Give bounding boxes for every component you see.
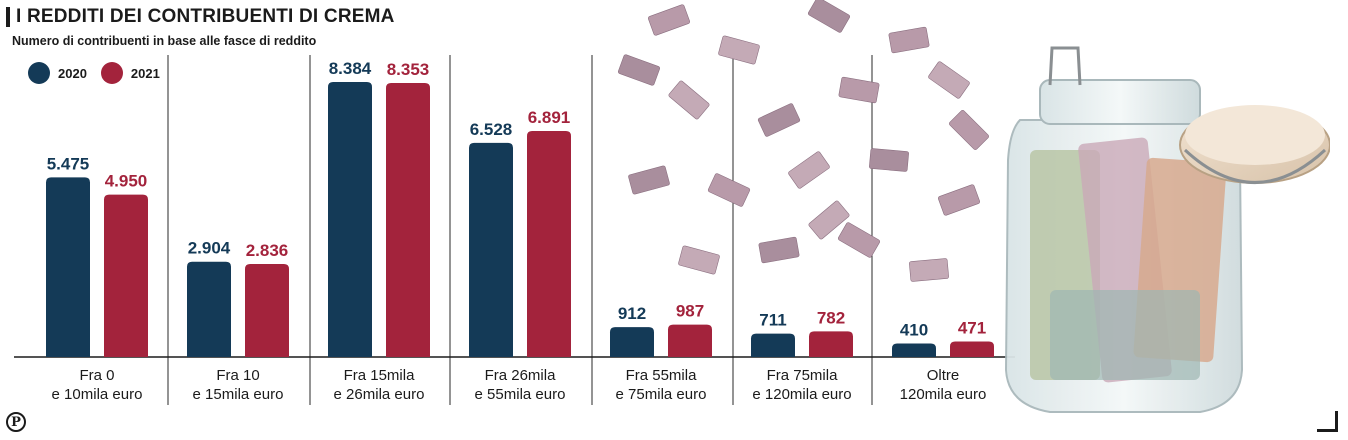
banknote-icon xyxy=(678,245,720,275)
banknote-icon xyxy=(807,0,851,33)
publisher-logo: P xyxy=(6,412,26,432)
chart-subtitle: Numero di contribuenti in base alle fasc… xyxy=(12,34,317,48)
legend-swatch-2020 xyxy=(28,62,50,84)
category-label-0-0: Fra 0 xyxy=(79,367,114,384)
category-label-3-1: e 55mila euro xyxy=(475,386,566,403)
money-jar-icon xyxy=(1004,46,1330,413)
bar-2021-1 xyxy=(245,263,289,357)
banknote-icon xyxy=(758,236,800,264)
banknote-icon xyxy=(718,35,760,65)
legend: 2020 2021 xyxy=(28,62,160,84)
category-label-4-0: Fra 55mila xyxy=(626,367,698,384)
bar-2021-5 xyxy=(809,331,853,357)
category-label-4-1: e 75mila euro xyxy=(616,386,707,403)
data-label-2021-1: 2.836 xyxy=(246,241,289,260)
data-label-2021-6: 471 xyxy=(958,319,986,338)
category-label-1-0: Fra 10 xyxy=(216,367,259,384)
data-label-2020-5: 711 xyxy=(759,311,786,330)
legend-label-2020: 2020 xyxy=(58,65,87,81)
banknote-icon xyxy=(928,61,970,99)
category-label-5-1: e 120mila euro xyxy=(752,386,851,403)
chart-title: I REDDITI DEI CONTRIBUENTI DI CREMA xyxy=(16,6,395,27)
bar-2021-6 xyxy=(950,341,994,357)
category-label-5-0: Fra 75mila xyxy=(767,367,839,384)
data-label-2020-2: 8.384 xyxy=(329,59,372,78)
data-label-2021-4: 987 xyxy=(676,302,704,321)
category-label-3-0: Fra 26mila xyxy=(485,367,557,384)
legend-item-2020: 2020 xyxy=(28,62,87,84)
bar-2021-2 xyxy=(386,83,430,357)
bar-2021-4 xyxy=(668,324,712,357)
category-label-2-1: e 26mila euro xyxy=(334,386,425,403)
banknote-icon xyxy=(647,4,691,36)
banknote-icon xyxy=(788,151,830,189)
bar-2020-6 xyxy=(892,343,936,357)
banknote-icon xyxy=(937,184,981,216)
banknote-icon xyxy=(757,103,801,137)
chart-title-block: I REDDITI DEI CONTRIBUENTI DI CREMA xyxy=(6,6,395,28)
category-label-6-0: Oltre xyxy=(927,367,960,384)
data-label-2021-0: 4.950 xyxy=(105,172,148,191)
data-label-2020-3: 6.528 xyxy=(470,120,513,139)
title-accent-bar xyxy=(6,7,10,27)
category-label-2-0: Fra 15mila xyxy=(344,367,416,384)
data-label-2020-4: 912 xyxy=(618,304,646,323)
category-label-0-1: e 10mila euro xyxy=(52,386,143,403)
legend-label-2021: 2021 xyxy=(130,65,160,81)
bar-2020-5 xyxy=(751,333,795,357)
data-label-2021-5: 782 xyxy=(817,308,845,327)
banknote-icon xyxy=(909,258,949,282)
banknote-icon xyxy=(949,110,989,150)
banknote-icon xyxy=(837,222,881,258)
banknote-icon xyxy=(888,26,930,54)
bar-2020-2 xyxy=(328,82,372,357)
category-label-6-1: 120mila euro xyxy=(900,386,987,403)
banknote-icon xyxy=(838,76,880,104)
bar-2020-1 xyxy=(187,261,231,357)
data-label-2020-6: 410 xyxy=(900,321,928,340)
bar-2021-3 xyxy=(527,130,571,357)
legend-item-2021: 2021 xyxy=(100,62,160,84)
banknote-icon xyxy=(707,173,751,207)
banknote-icon xyxy=(869,148,909,172)
data-label-2021-2: 8.353 xyxy=(387,60,430,79)
banknote-icon xyxy=(668,80,710,120)
data-label-2021-3: 6.891 xyxy=(528,108,571,127)
bar-2020-4 xyxy=(610,327,654,357)
data-label-2020-1: 2.904 xyxy=(188,239,231,258)
banknote-icon xyxy=(808,200,850,240)
bar-2020-0 xyxy=(46,177,90,357)
data-label-2020-0: 5.475 xyxy=(47,154,90,173)
category-label-1-1: e 15mila euro xyxy=(193,386,284,403)
banknote-icon xyxy=(617,54,661,86)
bar-2020-3 xyxy=(469,142,513,357)
bar-2021-0 xyxy=(104,194,148,357)
legend-swatch-2021 xyxy=(100,62,123,84)
banknote-icon xyxy=(617,0,989,282)
banknote-icon xyxy=(628,165,670,195)
corner-mark xyxy=(1317,411,1338,432)
